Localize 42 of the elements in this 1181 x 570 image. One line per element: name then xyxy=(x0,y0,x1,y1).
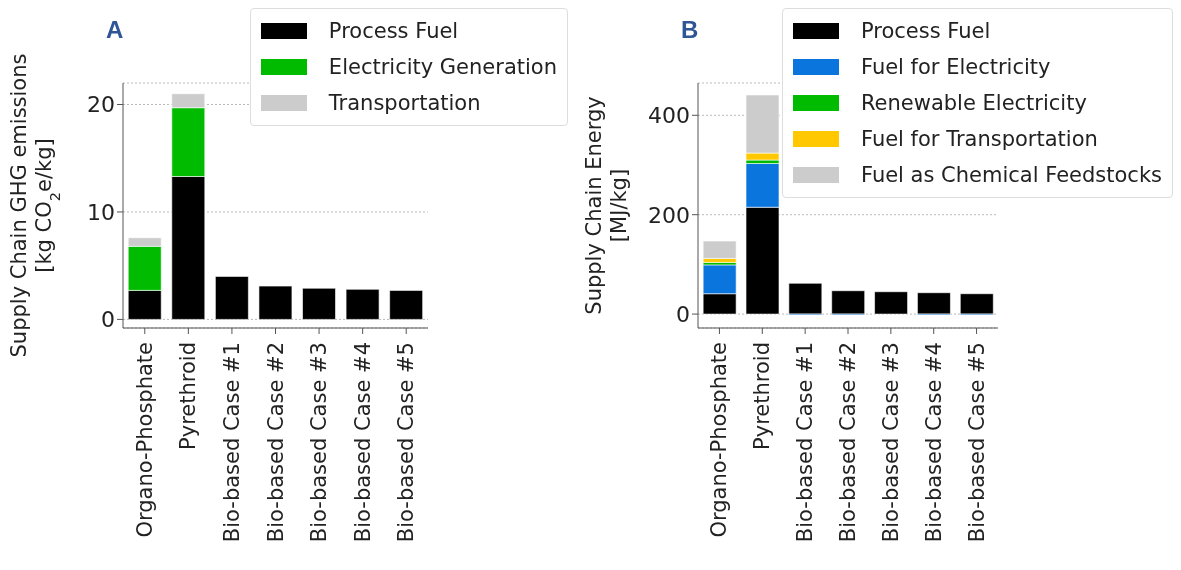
bar xyxy=(702,240,737,259)
bar xyxy=(959,293,994,315)
x-tick-label: Bio-based Case #1 xyxy=(793,342,818,543)
legend-label: Fuel as Chemical Feedstocks xyxy=(860,163,1162,187)
x-tick-label: Pyrethroid xyxy=(176,342,201,450)
y-tick-label: 10 xyxy=(87,199,115,225)
bar xyxy=(215,276,249,320)
y-axis-title: Supply Chain Energy [MJ/kg] xyxy=(582,96,631,315)
bar xyxy=(917,292,951,315)
legend-label: Electricity Generation xyxy=(328,55,557,79)
x-tick-label: Bio-based Case #4 xyxy=(921,342,946,543)
y-tick-label: 200 xyxy=(648,202,690,228)
y-tick-label: 0 xyxy=(676,301,690,327)
bar xyxy=(788,282,823,315)
bar xyxy=(345,289,380,320)
legend-label: Fuel for Electricity xyxy=(860,55,1051,79)
bar xyxy=(258,285,293,320)
x-tick-label: Bio-based Case #5 xyxy=(964,342,989,543)
bar xyxy=(302,287,336,320)
x-tick-label: Bio-based Case #3 xyxy=(878,342,903,543)
chart-title: A xyxy=(106,16,124,44)
x-tick-label: Bio-based Case #1 xyxy=(219,342,244,543)
x-tick-label: Bio-based Case #2 xyxy=(836,342,860,543)
chart-title: B xyxy=(681,16,699,44)
x-tick-label: Pyrethroid xyxy=(750,342,775,450)
legend-label: Process Fuel xyxy=(860,19,991,43)
x-tick-label: Bio-based Case #4 xyxy=(350,342,375,543)
bar xyxy=(389,290,423,320)
x-tick-label: Bio-based Case #3 xyxy=(307,342,332,543)
legend-label: Transportation xyxy=(328,91,481,115)
y-tick-label: 0 xyxy=(101,307,115,333)
bar xyxy=(831,290,866,315)
y-tick-label: 400 xyxy=(648,103,690,129)
x-tick-label: Bio-based Case #2 xyxy=(263,342,288,543)
y-tick-label: 20 xyxy=(87,92,115,118)
legend-label: Fuel for Transportation xyxy=(860,127,1098,151)
x-tick-label: Organo-Phosphate xyxy=(132,342,157,538)
legend-label: Process Fuel xyxy=(328,19,459,43)
bar xyxy=(874,291,908,315)
x-tick-label: Bio-based Case #5 xyxy=(394,342,419,543)
x-tick-label: Organo-Phosphate xyxy=(707,342,732,538)
legend-label: Renewable Electricity xyxy=(860,91,1087,115)
